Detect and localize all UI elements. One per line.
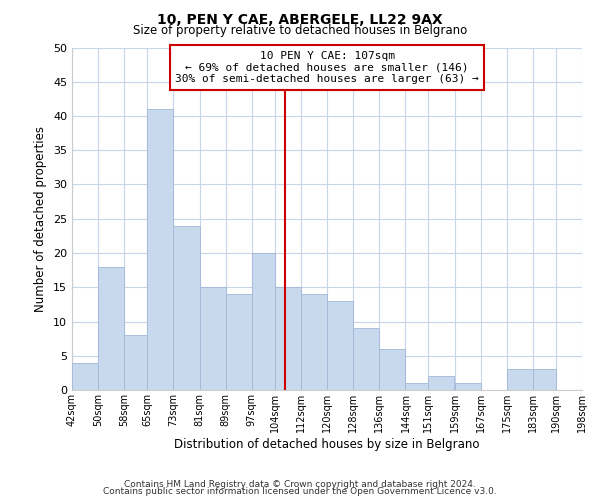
Bar <box>72 362 98 390</box>
Text: 10 PEN Y CAE: 107sqm
← 69% of detached houses are smaller (146)
30% of semi-deta: 10 PEN Y CAE: 107sqm ← 69% of detached h… <box>175 51 479 84</box>
Bar <box>226 294 252 390</box>
Text: Contains HM Land Registry data © Crown copyright and database right 2024.: Contains HM Land Registry data © Crown c… <box>124 480 476 489</box>
Bar <box>124 335 147 390</box>
Bar <box>406 383 428 390</box>
Bar <box>275 287 301 390</box>
X-axis label: Distribution of detached houses by size in Belgrano: Distribution of detached houses by size … <box>174 438 480 450</box>
Text: Size of property relative to detached houses in Belgrano: Size of property relative to detached ho… <box>133 24 467 37</box>
Bar <box>455 383 481 390</box>
Text: Contains public sector information licensed under the Open Government Licence v3: Contains public sector information licen… <box>103 487 497 496</box>
Bar <box>428 376 455 390</box>
Bar <box>200 287 226 390</box>
Bar <box>327 301 353 390</box>
Bar <box>173 226 200 390</box>
Bar <box>353 328 379 390</box>
Y-axis label: Number of detached properties: Number of detached properties <box>34 126 47 312</box>
Bar <box>252 253 275 390</box>
Bar <box>507 370 533 390</box>
Bar <box>533 370 556 390</box>
Bar <box>147 109 173 390</box>
Bar <box>379 349 406 390</box>
Text: 10, PEN Y CAE, ABERGELE, LL22 9AX: 10, PEN Y CAE, ABERGELE, LL22 9AX <box>157 12 443 26</box>
Bar <box>98 266 124 390</box>
Bar <box>301 294 327 390</box>
